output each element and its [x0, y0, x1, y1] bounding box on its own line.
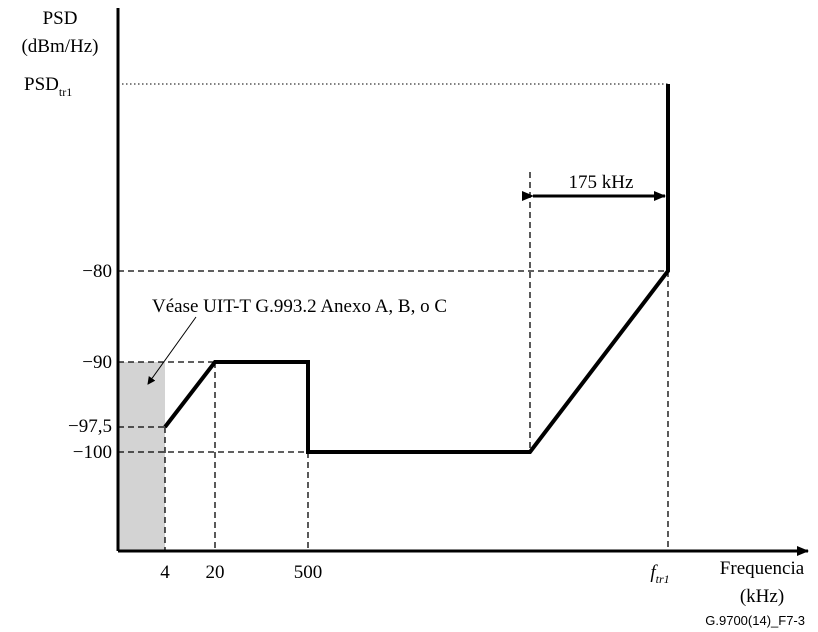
y-axis-title-line1: PSD	[43, 8, 78, 29]
x-tick-4: 4	[160, 562, 170, 583]
width-label: 175 kHz	[569, 172, 634, 193]
x-tick-ftr1-main: f	[650, 562, 658, 583]
y-tick-psdtr1-main: PSD	[24, 74, 59, 95]
y-tick-psdtr1-sub: tr1	[59, 85, 72, 99]
y-tick-90: −90	[82, 352, 112, 373]
x-tick-ftr1: ftr1	[650, 562, 669, 586]
x-axis-title-line1: Frequencia	[720, 558, 805, 579]
x-tick-20: 20	[206, 562, 225, 583]
reference-band	[118, 362, 165, 551]
x-tick-ftr1-sub: tr1	[656, 572, 670, 586]
psd-mask-line	[163, 84, 670, 454]
reference-note: Véase UIT-T G.993.2 Anexo A, B, o C	[152, 296, 447, 317]
note-leader	[147, 316, 197, 385]
x-tick-500: 500	[294, 562, 323, 583]
figure-id: G.9700(14)_F7-3	[705, 613, 805, 628]
y-axis-title-line2: (dBm/Hz)	[21, 36, 98, 57]
x-axis-title-line2: (kHz)	[740, 586, 784, 607]
y-tick-80: −80	[82, 261, 112, 282]
y-tick-100: −100	[73, 442, 112, 463]
y-tick-975: −97,5	[68, 416, 112, 437]
y-tick-psdtr1: PSDtr1	[24, 74, 72, 99]
